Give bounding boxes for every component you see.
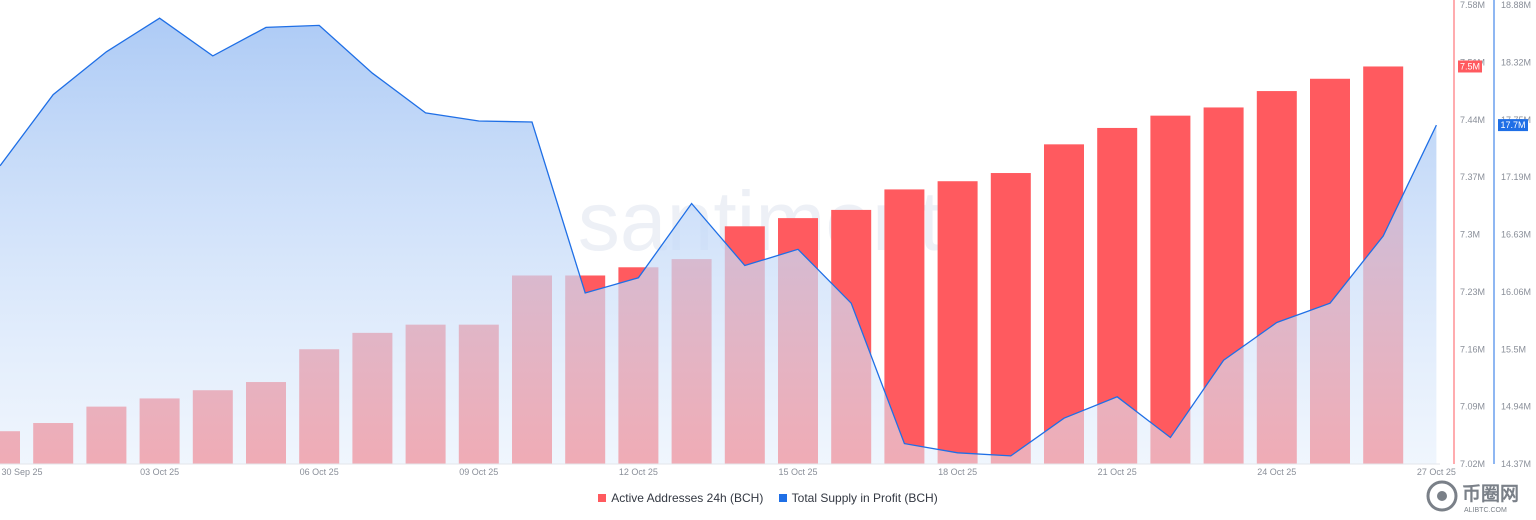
y-right-tick-label: 18.32M (1501, 57, 1531, 67)
y-right-tick-label: 14.94M (1501, 402, 1531, 412)
x-tick-label: 27 Oct 25 (1417, 467, 1456, 477)
last-value-badge-right-text: 17.7M (1500, 120, 1525, 130)
x-tick-label: 24 Oct 25 (1257, 467, 1296, 477)
legend-swatch-blue (778, 494, 787, 502)
y-right-tick-label: 16.63M (1501, 230, 1531, 240)
y-left-tick-label: 7.37M (1460, 172, 1485, 182)
legend-label: Active Addresses 24h (BCH) (611, 491, 764, 505)
bar (1150, 115, 1191, 464)
x-tick-label: 15 Oct 25 (778, 467, 817, 477)
x-tick-label: 30 Sep 25 (1, 467, 42, 477)
x-tick-label: 21 Oct 25 (1098, 467, 1137, 477)
supply-line (0, 17, 1437, 457)
bar (990, 173, 1031, 464)
logo-dot-icon (1437, 491, 1447, 501)
y-right-tick-label: 14.37M (1501, 459, 1531, 469)
y-right-tick-label: 18.88M (1501, 0, 1531, 10)
last-value-badge-left (1458, 60, 1482, 73)
x-tick-label: 03 Oct 25 (140, 467, 179, 477)
y-right-tick-label: 15.5M (1501, 344, 1526, 354)
bar (937, 181, 978, 465)
x-tick-label: 18 Oct 25 (938, 467, 977, 477)
y-left-tick-label: 7.09M (1460, 402, 1485, 412)
y-left-tick-label: 7.44M (1460, 115, 1485, 125)
x-tick-label: 06 Oct 25 (300, 467, 339, 477)
legend-swatch-red (598, 494, 607, 502)
y-right-tick-label: 17.19M (1501, 172, 1531, 182)
site-logo: 币圈网 ALIBTC.COM (1426, 480, 1519, 514)
last-value-badge-left-text: 7.5M (1460, 61, 1480, 71)
logo-ring-icon (1426, 480, 1458, 512)
x-tick-label: 09 Oct 25 (459, 467, 498, 477)
last-value-badge-right (1498, 119, 1528, 132)
y-left-tick-label: 7.02M (1460, 459, 1485, 469)
logo-subtitle: ALIBTC.COM (1464, 507, 1507, 514)
y-right-tick-label: 16.06M (1501, 287, 1531, 297)
legend-label: Total Supply in Profit (BCH) (791, 491, 938, 505)
supply-area (0, 18, 1437, 464)
y-left-tick-label: 7.58M (1460, 0, 1485, 10)
legend-item-supply-in-profit[interactable]: Total Supply in Profit (BCH) (778, 491, 938, 505)
legend-item-active-addresses[interactable]: Active Addresses 24h (BCH) (598, 491, 763, 505)
y-left-tick-label: 7.23M (1460, 287, 1485, 297)
axis-layer: 7.58M7.51M7.44M7.37M7.3M7.23M7.16M7.09M7… (0, 0, 1531, 477)
y-left-tick-label: 7.3M (1460, 230, 1480, 240)
y-left-tick-label: 7.16M (1460, 344, 1485, 354)
bar (1044, 144, 1084, 464)
logo-name: 币圈网 (1462, 483, 1519, 505)
area-layer (0, 17, 1437, 464)
legend: Active Addresses 24h (BCH) Total Supply … (0, 491, 1536, 505)
x-tick-label: 12 Oct 25 (619, 467, 658, 477)
